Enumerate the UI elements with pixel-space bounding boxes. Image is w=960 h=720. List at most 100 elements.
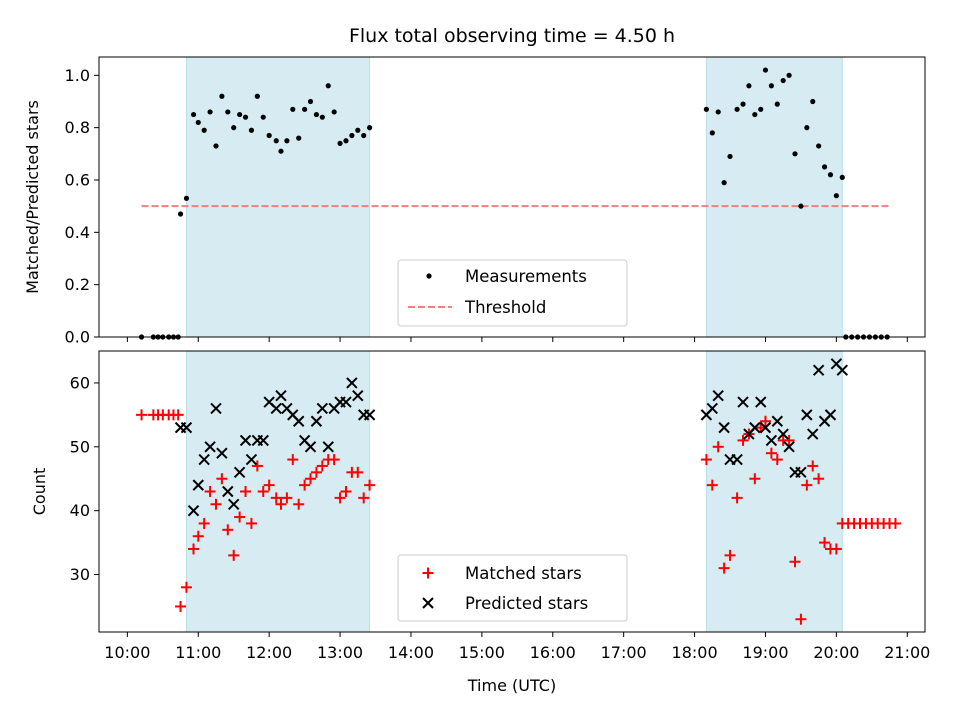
measurement-point: [727, 153, 733, 160]
matched-star-point: [216, 473, 228, 485]
predicted-star-point: [310, 415, 323, 427]
matched-star-point: [299, 479, 311, 491]
measurement-point: [242, 114, 249, 120]
predicted-star-point: [807, 428, 819, 440]
predicted-star-stroke-b: [755, 396, 767, 408]
shaded-interval: [705, 56, 843, 338]
y-tick-label: 40: [70, 501, 90, 520]
measurement-point: [839, 174, 845, 180]
predicted-star-point: [275, 389, 287, 402]
predicted-star-stroke-b: [245, 453, 258, 466]
matched-star-point: [334, 492, 346, 504]
predicted-star-stroke-b: [287, 409, 299, 421]
x-tick-label: 19:00: [742, 643, 788, 662]
matched-star-point: [765, 447, 777, 459]
matched-star-point: [192, 530, 204, 542]
legend-measurements-label: Measurements: [465, 267, 587, 286]
matched-star-point: [830, 543, 842, 555]
ratio-y-axis-label: Matched/Predicted stars: [23, 100, 42, 294]
y-tick-label: 0.8: [65, 118, 90, 137]
predicted-star-stroke-b: [749, 421, 761, 434]
measurement-point: [296, 135, 302, 141]
predicted-star-stroke-b: [275, 389, 287, 402]
predicted-star-stroke-b: [795, 466, 807, 479]
measurement-point: [734, 106, 740, 112]
predicted-star-stroke-b: [712, 389, 724, 402]
matched-star-point: [257, 486, 269, 497]
chart-title: Flux total observing time = 4.50 h: [349, 25, 675, 47]
legend-matched-marker: [422, 567, 434, 579]
x-tick-label: 13:00: [317, 643, 363, 662]
measurement-point: [343, 138, 349, 144]
measurement-point: [798, 203, 804, 209]
matched-star-point: [210, 498, 222, 510]
predicted-star-stroke-b: [263, 396, 275, 408]
matched-star-point: [136, 409, 148, 421]
predicted-star-stroke-b: [187, 504, 200, 517]
measurement-point: [248, 127, 255, 133]
measurement-point: [715, 109, 721, 115]
predicted-star-stroke-b: [180, 421, 193, 434]
measurement-point: [367, 125, 373, 131]
predicted-star-point: [222, 485, 234, 498]
predicted-star-point: [239, 434, 252, 447]
measurement-point: [284, 138, 290, 144]
predicted-star-point: [771, 415, 783, 427]
x-axis-label: Time (UTC): [467, 676, 556, 695]
measurement-point: [337, 140, 343, 146]
measurement-point: [709, 130, 715, 136]
matched-star-point: [712, 441, 724, 453]
predicted-star-point: [257, 434, 269, 447]
measurement-point: [319, 114, 325, 120]
matched-star-point: [700, 454, 712, 466]
y-tick-label: 30: [70, 565, 90, 584]
predicted-star-stroke-b: [759, 421, 772, 434]
matched-star-point: [270, 492, 282, 504]
predicted-star-stroke-b: [812, 364, 825, 376]
matched-star-point: [251, 460, 263, 472]
predicted-star-point: [180, 421, 193, 434]
ratio-panel: 0.0 0.2 0.4 0.6 0.8 1.0 Matched/Predicted sta…: [23, 56, 926, 347]
matched-star-point: [305, 473, 317, 485]
predicted-star-point: [210, 402, 222, 415]
predicted-star-stroke-b: [737, 396, 749, 408]
predicted-star-point: [245, 453, 258, 466]
predicted-star-stroke-b: [765, 434, 778, 447]
count-y-axis: 30 40 50 60: [70, 373, 99, 584]
count-y-axis-label: Count: [30, 468, 49, 516]
predicted-star-stroke-b: [830, 358, 843, 370]
shaded-interval: [185, 56, 371, 338]
predicted-star-stroke-b: [352, 389, 364, 402]
ratio-y-axis: 0.0 0.2 0.4 0.6 0.8 1.0: [65, 66, 99, 347]
predicted-star-stroke-b: [304, 441, 317, 453]
matched-star-point: [358, 492, 370, 504]
y-tick-label: 1.0: [65, 66, 90, 85]
predicted-star-point: [755, 396, 767, 408]
measurement-point: [816, 143, 822, 149]
legend-predicted-marker: [422, 597, 434, 609]
count-legend-box: [397, 554, 628, 622]
measurement-point: [355, 127, 361, 133]
matched-star-point: [352, 466, 364, 478]
predicted-star-stroke-b: [363, 409, 376, 421]
matched-star-point: [293, 498, 305, 510]
matched-star-point: [180, 581, 192, 593]
measurement-point: [810, 98, 816, 105]
predicted-star-stroke-b: [198, 453, 210, 466]
matched-star-point: [759, 415, 771, 427]
predicted-star-stroke-b: [257, 434, 269, 447]
x-tick-label: 18:00: [672, 643, 718, 662]
measurement-point: [302, 106, 308, 112]
matched-star-point: [275, 498, 287, 510]
predicted-star-point: [304, 441, 317, 453]
matched-star-point: [813, 473, 825, 485]
predicted-star-stroke-b: [270, 402, 282, 415]
predicted-star-stroke-b: [316, 402, 329, 415]
measurement-point: [721, 180, 727, 186]
predicted-star-point: [731, 453, 743, 466]
matched-star-point: [172, 409, 184, 421]
measurement-point: [786, 72, 792, 78]
measurement-point: [237, 111, 243, 118]
predicted-star-point: [322, 441, 334, 453]
